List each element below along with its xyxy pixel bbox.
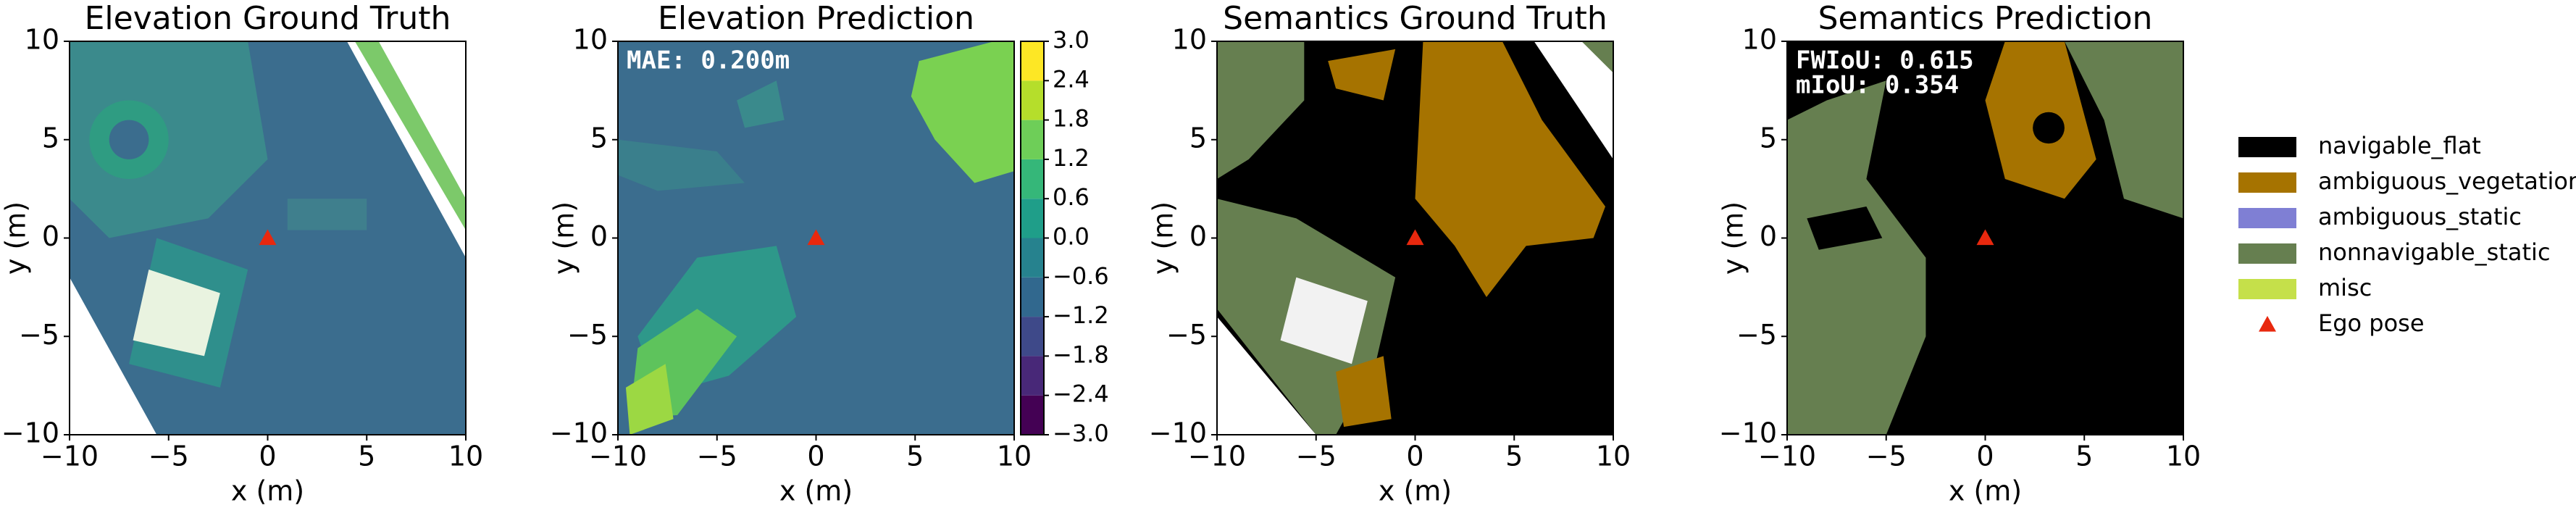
x-tick-label: −10 [589,441,647,472]
colorbar-bin [1021,41,1044,81]
x-tick-label: 10 [2166,441,2201,472]
x-tick-label: 10 [448,441,483,472]
colorbar-tick-label: 0.0 [1053,223,1090,251]
colorbar-tick-label: 2.4 [1053,65,1090,93]
x-tick-label: 5 [358,441,375,472]
y-tick-label: 0 [1760,220,1777,252]
x-tick-label: −5 [1866,441,1907,472]
x-tick-label: −10 [1758,441,1816,472]
y-tick-label: −10 [1719,417,1777,449]
y-tick-label: 5 [1760,122,1777,154]
y-tick-label: −5 [19,319,59,351]
colorbar-bin [1021,238,1044,278]
x-tick-label: 0 [807,441,824,472]
colorbar-tick-label: 3.0 [1053,26,1090,54]
x-axis-label: x (m) [779,475,853,507]
y-tick-label: 5 [590,122,608,154]
panel-title: Semantics Prediction [1818,0,2153,37]
legend-label: ambiguous_vegetation [2318,167,2576,195]
x-tick-label: 5 [906,441,924,472]
colorbar-tick-label: 1.2 [1053,144,1090,172]
x-tick-label: 5 [2075,441,2093,472]
colorbar-bin [1021,120,1044,159]
legend-swatch [2238,172,2296,193]
ego-pose-marker [1976,229,1994,246]
y-tick-label: −5 [1736,319,1777,351]
legend-label: misc [2318,274,2372,301]
x-tick-label: −5 [1296,441,1337,472]
x-axis-label: x (m) [231,475,304,507]
x-axis-label: x (m) [1379,475,1452,507]
colorbar-tick-label: −1.2 [1053,301,1109,329]
y-tick-label: 0 [42,220,59,252]
y-tick-label: 10 [1742,24,1777,56]
x-tick-label: 0 [1976,441,1994,472]
y-tick-label: 0 [590,220,608,252]
colorbar-tick-label: −2.4 [1053,380,1109,408]
y-tick-label: −10 [1149,417,1207,449]
panel-title: Elevation Prediction [658,0,974,37]
y-tick-label: 10 [25,24,59,56]
x-tick-label: −10 [1188,441,1246,472]
colorbar-tick-label: 0.6 [1053,183,1090,211]
colorbar-bin [1021,159,1044,199]
x-tick-label: −5 [697,441,737,472]
colorbar-bin [1021,356,1044,396]
x-tick-label: −5 [149,441,189,472]
y-tick-label: 5 [1189,122,1207,154]
elevation-gt-image [70,41,466,435]
y-axis-label: y (m) [1147,201,1179,275]
y-tick-label: 0 [1189,220,1207,252]
colorbar-tick-label: 1.8 [1053,105,1090,133]
panel-title: Elevation Ground Truth [85,0,451,37]
legend-label: Ego pose [2318,309,2425,337]
x-tick-label: 0 [259,441,276,472]
x-tick-label: 10 [997,441,1032,472]
ego-pose-marker [807,229,825,246]
y-axis-label: y (m) [1718,201,1749,275]
x-tick-label: 0 [1406,441,1423,472]
y-tick-label: −5 [1166,319,1207,351]
y-tick-label: −10 [1,417,59,449]
x-tick-label: −10 [41,441,99,472]
x-tick-label: 5 [1505,441,1523,472]
y-tick-label: 10 [1172,24,1207,56]
x-tick-label: 10 [1596,441,1631,472]
legend-swatch [2238,137,2296,157]
legend-swatch [2238,279,2296,299]
legend-label: navigable_flat [2318,132,2481,159]
colorbar-tick-label: −0.6 [1053,262,1109,290]
colorbar-bin [1021,80,1044,120]
ego-pose-marker [259,229,277,246]
metric-annotation: MAE: 0.200m [627,46,790,75]
legend-label: ambiguous_static [2318,203,2522,230]
ego-pose-marker [1406,229,1424,246]
legend-swatch [2238,208,2296,228]
y-axis-label: y (m) [548,201,580,275]
y-tick-label: −5 [567,319,608,351]
colorbar-tick-label: −1.8 [1053,341,1109,368]
metric-annotation: mIoU: 0.354 [1796,71,1959,100]
y-tick-label: −10 [550,417,608,449]
metric-annotation: FWIoU: 0.615 [1796,46,1974,75]
colorbar-bin [1021,395,1044,435]
colorbar-tick-label: −3.0 [1053,420,1109,447]
y-tick-label: 5 [42,122,59,154]
colorbar-bin [1021,277,1044,317]
y-axis-label: y (m) [0,201,32,275]
y-tick-label: 10 [573,24,608,56]
legend-label: nonnavigable_static [2318,238,2551,266]
x-axis-label: x (m) [1949,475,2022,507]
colorbar-bin [1021,199,1044,238]
colorbar-bin [1021,317,1044,356]
legend-swatch [2238,243,2296,264]
panel-title: Semantics Ground Truth [1223,0,1607,37]
legend-marker [2259,316,2276,332]
